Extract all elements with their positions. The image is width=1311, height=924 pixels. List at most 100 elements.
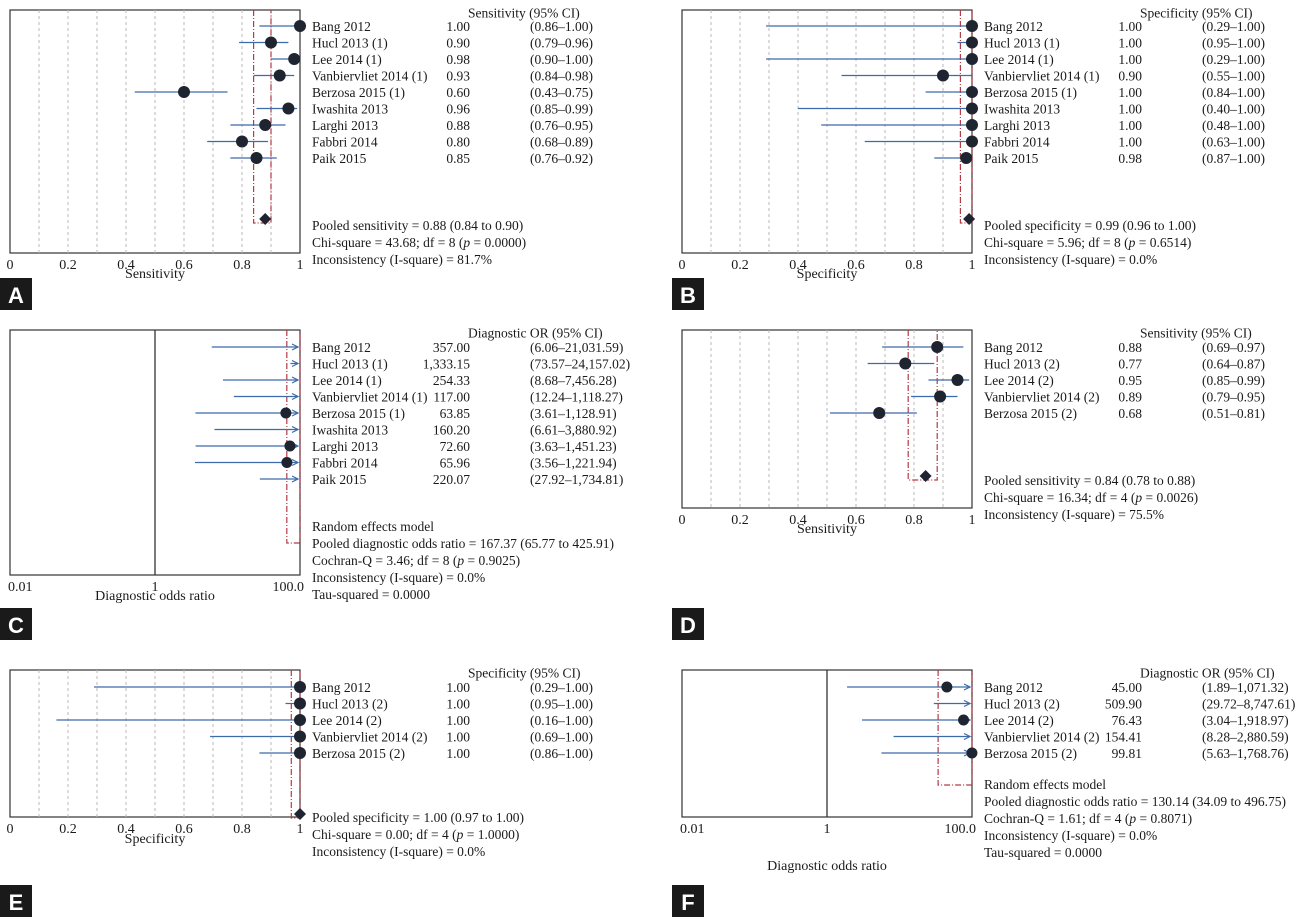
ci-value: (0.64–0.87) — [1202, 357, 1265, 372]
point-estimate — [966, 747, 978, 759]
panel-b: 0 0.2 0.4 0.6 0.8 1 Specificity Specificity (95… — [672, 6, 1265, 310]
study-label: Larghi 2013 — [312, 118, 378, 133]
x-tick-label: 0 — [679, 258, 686, 273]
estimate-value: 154.41 — [1105, 730, 1142, 745]
summary-line: Inconsistency (I-square) = 81.7% — [312, 252, 492, 267]
ci-value: (3.63–1,451.23) — [530, 439, 617, 454]
study-row: Lee 2014 (2) 0.95 (0.85–0.99) — [928, 373, 1265, 388]
ci-value: (6.61–3,880.92) — [530, 423, 617, 438]
study-label: Vanbiervliet 2014 (1) — [984, 69, 1099, 84]
panel-tag-label: B — [680, 283, 696, 308]
ci-arrow — [963, 699, 972, 708]
ci-value: (0.29–1.00) — [530, 680, 593, 695]
point-estimate — [273, 69, 286, 82]
ci-value: (0.51–0.81) — [1202, 406, 1265, 421]
summary-line: Inconsistency (I-square) = 0.0% — [984, 252, 1157, 267]
study-row: Berzosa 2015 (2) 1.00 (0.86–1.00) — [259, 746, 593, 761]
study-row: Larghi 2013 1.00 (0.48–1.00) — [821, 118, 1265, 133]
estimate-value: 0.95 — [1118, 373, 1142, 388]
study-row: Lee 2014 (1) 0.98 (0.90–1.00) — [271, 52, 593, 67]
study-label: Paik 2015 — [312, 151, 367, 166]
x-axis-label: Diagnostic odds ratio — [767, 859, 887, 874]
x-tick-label: 0 — [7, 822, 14, 837]
study-label: Hucl 2013 (2) — [312, 697, 388, 712]
ci-value: (0.68–0.89) — [530, 135, 593, 150]
panel-tag: F — [672, 885, 704, 917]
pooled-diamond — [259, 213, 272, 225]
ci-value: (0.85–0.99) — [1202, 373, 1265, 388]
study-label: Berzosa 2015 (2) — [984, 406, 1077, 421]
ci-value: (3.61–1,128.91) — [530, 406, 617, 421]
study-row: Hucl 2013 (2) 1.00 (0.95–1.00) — [285, 697, 593, 712]
ci-value: (0.86–1.00) — [530, 19, 593, 34]
summary-line: Inconsistency (I-square) = 0.0% — [312, 844, 485, 859]
ci-value: (0.95–1.00) — [530, 697, 593, 712]
pooled-ci-band — [253, 10, 272, 224]
point-estimate — [178, 86, 190, 98]
point-estimate — [236, 135, 248, 148]
estimate-value: 0.68 — [1118, 406, 1142, 421]
estimate-value: 1.00 — [1118, 19, 1142, 34]
study-label: Berzosa 2015 (2) — [984, 746, 1077, 761]
pooled-diamond — [963, 213, 976, 225]
estimate-value: 0.60 — [446, 85, 470, 100]
point-estimate — [265, 36, 277, 49]
study-row: Bang 2012 1.00 (0.29–1.00) — [94, 680, 593, 695]
study-row: Iwashita 2013 0.96 (0.85–0.99) — [256, 102, 593, 117]
ci-arrow — [291, 392, 300, 401]
point-estimate — [966, 119, 978, 131]
point-estimate — [899, 357, 912, 370]
x-tick-label: 100.0 — [945, 822, 977, 837]
x-tick-label: 0.8 — [905, 258, 923, 273]
study-row: Vanbiervliet 2014 (2) 1.00 (0.69–1.00) — [210, 730, 593, 745]
estimate-value: 45.00 — [1112, 680, 1143, 695]
study-label: Bang 2012 — [312, 340, 371, 355]
x-tick-label: 0.4 — [789, 513, 807, 528]
study-row: Berzosa 2015 (1) 1.00 (0.84–1.00) — [925, 85, 1265, 100]
study-label: Paik 2015 — [984, 151, 1039, 166]
ci-value: (0.84–0.98) — [530, 69, 593, 84]
ci-value: (73.57–24,157.02) — [530, 357, 630, 372]
study-label: Lee 2014 (1) — [312, 52, 382, 67]
ci-value: (27.92–1,734.81) — [530, 472, 623, 487]
study-label: Lee 2014 (1) — [312, 373, 382, 388]
study-label: Bang 2012 — [984, 19, 1043, 34]
point-estimate — [937, 69, 949, 82]
column-header: Specificity (95% CI) — [1140, 6, 1252, 21]
study-label: Vanbiervliet 2014 (1) — [312, 390, 427, 405]
x-axis-label: Diagnostic odds ratio — [95, 589, 215, 604]
estimate-value: 1.00 — [446, 713, 470, 728]
study-label: Berzosa 2015 (1) — [312, 406, 405, 421]
estimate-value: 1.00 — [446, 697, 470, 712]
panel-tag-label: F — [681, 890, 694, 915]
study-row: Vanbiervliet 2014 (1) 117.00 (12.24–1,118.… — [233, 390, 623, 405]
study-row: Larghi 2013 72.60 (3.63–1,451.23) — [195, 439, 617, 454]
estimate-value: 1.00 — [446, 746, 470, 761]
ci-value: (0.79–0.96) — [530, 36, 593, 51]
point-estimate — [966, 36, 978, 49]
study-label: Lee 2014 (2) — [984, 373, 1054, 388]
ci-value: (3.04–1,918.97) — [1202, 713, 1289, 728]
study-row: Larghi 2013 0.88 (0.76–0.95) — [230, 118, 593, 133]
ci-value: (0.43–0.75) — [530, 85, 593, 100]
x-tick-label: 0.01 — [8, 580, 33, 595]
study-row: Fabbri 2014 65.96 (3.56–1,221.94) — [194, 456, 617, 471]
x-tick-label: 0.2 — [731, 258, 749, 273]
study-row: Berzosa 2015 (2) 0.68 (0.51–0.81) — [829, 406, 1265, 421]
ci-value: (0.29–1.00) — [1202, 52, 1265, 67]
study-label: Iwashita 2013 — [312, 423, 388, 438]
panel-tag: D — [672, 608, 704, 640]
study-row: Hucl 2013 (1) 0.90 (0.79–0.96) — [239, 36, 593, 51]
study-label: Fabbri 2014 — [312, 456, 378, 471]
point-estimate — [259, 119, 272, 131]
study-row: Lee 2014 (1) 1.00 (0.29–1.00) — [766, 52, 1265, 67]
estimate-value: 1.00 — [1118, 102, 1142, 117]
ci-value: (0.40–1.00) — [1202, 102, 1265, 117]
ci-value: (8.28–2,880.59) — [1202, 730, 1289, 745]
study-label: Lee 2014 (1) — [984, 52, 1054, 67]
point-estimate — [294, 730, 306, 743]
ci-value: (0.55–1.00) — [1202, 69, 1265, 84]
point-estimate — [966, 86, 978, 98]
study-row: Berzosa 2015 (2) 99.81 (5.63–1,768.76) — [881, 746, 1289, 761]
study-row: Hucl 2013 (2) 0.77 (0.64–0.87) — [867, 357, 1265, 372]
